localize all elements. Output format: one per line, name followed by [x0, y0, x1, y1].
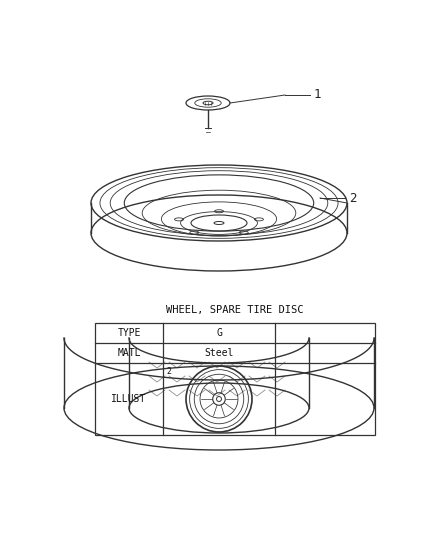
Bar — [95, 323, 375, 435]
Text: MATL: MATL — [117, 348, 141, 358]
Text: 2: 2 — [349, 191, 357, 205]
Text: Steel: Steel — [204, 348, 234, 358]
Text: 2: 2 — [166, 367, 171, 376]
Text: TYPE: TYPE — [117, 328, 141, 338]
Text: ILLUST: ILLUST — [111, 394, 147, 404]
Text: WHEEL, SPARE TIRE DISC: WHEEL, SPARE TIRE DISC — [166, 305, 304, 315]
Text: G: G — [216, 328, 222, 338]
Text: 1: 1 — [314, 88, 321, 101]
